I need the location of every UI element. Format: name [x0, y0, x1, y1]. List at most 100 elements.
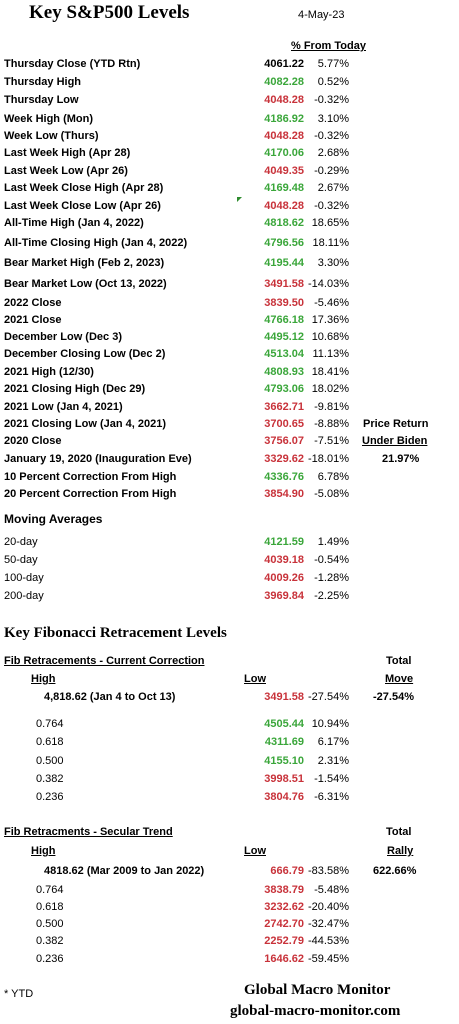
row-label: 2021 Closing Low (Jan 4, 2021)	[4, 418, 167, 430]
row-value: 4186.92	[264, 113, 304, 125]
fib-secular-row: 0.236 1646.62 -59.45%	[0, 953, 459, 971]
row-label: Thursday Low	[4, 94, 79, 106]
cell-comment-marker	[237, 197, 242, 202]
row-pct: -5.48%	[314, 884, 349, 896]
row-value: 4195.44	[264, 257, 304, 269]
fib-secular-low-value: 666.79	[270, 865, 304, 877]
row-label: 50-day	[4, 554, 38, 566]
row-pct: 10.94%	[311, 718, 349, 730]
row-value: 4336.76	[264, 471, 304, 483]
row-pct: -14.03%	[308, 278, 349, 290]
biden-label-1: Price Return	[363, 418, 429, 430]
row-label: 0.500	[36, 755, 64, 767]
fib-current-total-value: -27.54%	[373, 691, 414, 703]
row-value: 3839.50	[264, 297, 304, 309]
row-pct: 18.02%	[311, 383, 349, 395]
fib-current-heading: Fib Retracements - Current Correction	[4, 655, 205, 667]
fib-secular-total-value: 622.66%	[373, 865, 417, 877]
row-pct: 18.11%	[312, 237, 350, 249]
row-label: 0.382	[36, 773, 64, 785]
fib-current-low-pct: -27.54%	[308, 691, 349, 703]
level-row: 2021 High (12/30) 4808.93 18.41%	[0, 366, 459, 384]
row-label: 0.382	[36, 935, 64, 947]
fib-current-row: 0.618 4311.69 6.17%	[0, 736, 459, 754]
row-value: 3232.62	[264, 901, 304, 913]
row-value: 3329.62	[264, 453, 304, 465]
level-row: December Closing Low (Dec 2) 4513.04 11.13…	[0, 348, 459, 366]
row-pct: -44.53%	[308, 935, 349, 947]
row-value: 4808.93	[264, 366, 304, 378]
row-pct: -6.31%	[314, 791, 349, 803]
row-pct: -9.81%	[314, 401, 349, 413]
page-title: Key S&P500 Levels	[29, 2, 190, 23]
ma-row: 20-day 4121.59 1.49%	[0, 536, 459, 554]
row-pct: -5.08%	[314, 488, 349, 500]
row-pct: 2.68%	[317, 147, 349, 159]
row-value: 4513.04	[264, 348, 304, 360]
row-label: Bear Market Low (Oct 13, 2022)	[4, 278, 167, 290]
row-value: 3854.90	[264, 488, 304, 500]
fib-current-low-value: 3491.58	[264, 691, 304, 703]
fib-secular-row: 0.764 3838.79 -5.48%	[0, 884, 459, 902]
row-pct: 6.78%	[317, 471, 349, 483]
row-label: 0.618	[36, 736, 64, 748]
row-label: Week Low (Thurs)	[4, 130, 99, 142]
row-value: 4796.56	[264, 237, 304, 249]
row-value: 4793.06	[264, 383, 304, 395]
row-value: 3756.07	[264, 435, 304, 447]
brand-url: global-macro-monitor.com	[230, 1003, 401, 1019]
level-row: Thursday Close (YTD Rtn) 4061.22 5.77%	[0, 58, 459, 76]
level-row: 2021 Low (Jan 4, 2021) 3662.71 -9.81%	[0, 401, 459, 419]
row-pct: 11.13%	[312, 348, 350, 360]
row-value: 3969.84	[264, 590, 304, 602]
fib-secular-heading: Fib Retracments - Secular Trend	[4, 826, 173, 838]
ma-row: 100-day 4009.26 -1.28%	[0, 572, 459, 590]
row-label: December Closing Low (Dec 2)	[4, 348, 166, 360]
row-value: 4061.22	[264, 58, 304, 70]
level-row: Last Week High (Apr 28) 4170.06 2.68%	[0, 147, 459, 165]
row-label: Week High (Mon)	[4, 113, 94, 125]
row-pct: 3.10%	[317, 113, 349, 125]
row-value: 4048.28	[264, 200, 304, 212]
row-pct: -8.88%	[314, 418, 349, 430]
fib-current-row: 0.382 3998.51 -1.54%	[0, 773, 459, 791]
fib-title: Key Fibonacci Retracement Levels	[4, 625, 227, 641]
row-pct: 5.77%	[317, 58, 349, 70]
row-label: Last Week Close High (Apr 28)	[4, 182, 164, 194]
row-value: 4505.44	[264, 718, 304, 730]
row-label: December Low (Dec 3)	[4, 331, 122, 343]
ma-row: 50-day 4039.18 -0.54%	[0, 554, 459, 572]
row-pct: -59.45%	[308, 953, 349, 965]
biden-label-2: Under Biden	[362, 435, 428, 447]
row-pct: -0.32%	[314, 94, 349, 106]
row-pct: -0.29%	[314, 165, 349, 177]
row-label: 20 Percent Correction From High	[4, 488, 177, 500]
biden-return-value: 21.97%	[382, 453, 420, 465]
fib-secular-row: 0.382 2252.79 -44.53%	[0, 935, 459, 953]
fib-secular-row: 0.618 3232.62 -20.40%	[0, 901, 459, 919]
level-row: 20 Percent Correction From High 3854.90 -5…	[0, 488, 459, 506]
row-pct: -5.46%	[314, 297, 349, 309]
row-value: 2252.79	[264, 935, 304, 947]
row-label: Last Week Low (Apr 26)	[4, 165, 128, 177]
fib-secular-total-label: Total	[386, 826, 412, 838]
row-value: 4155.10	[264, 755, 304, 767]
level-row: Last Week Close Low (Apr 26) 4048.28 -0.32…	[0, 200, 459, 218]
row-pct: 3.30%	[317, 257, 349, 269]
row-pct: 1.49%	[317, 536, 349, 548]
row-value: 4049.35	[264, 165, 304, 177]
report-date: 4-May-23	[298, 9, 345, 21]
level-row: 2021 Closing Low (Jan 4, 2021) 3700.65 -8.…	[0, 418, 459, 436]
row-value: 3804.76	[264, 791, 304, 803]
row-value: 4818.62	[264, 217, 304, 229]
row-value: 4039.18	[264, 554, 304, 566]
row-label: 2020 Close	[4, 435, 62, 447]
row-pct: -1.28%	[314, 572, 349, 584]
row-pct: -1.54%	[314, 773, 349, 785]
fib-secular-low-label: Low	[244, 845, 266, 857]
row-label: 0.764	[36, 884, 64, 896]
level-row: Thursday Low 4048.28 -0.32%	[0, 94, 459, 112]
row-label: 2021 Low (Jan 4, 2021)	[4, 401, 123, 413]
row-value: 4495.12	[264, 331, 304, 343]
row-label: 20-day	[4, 536, 38, 548]
